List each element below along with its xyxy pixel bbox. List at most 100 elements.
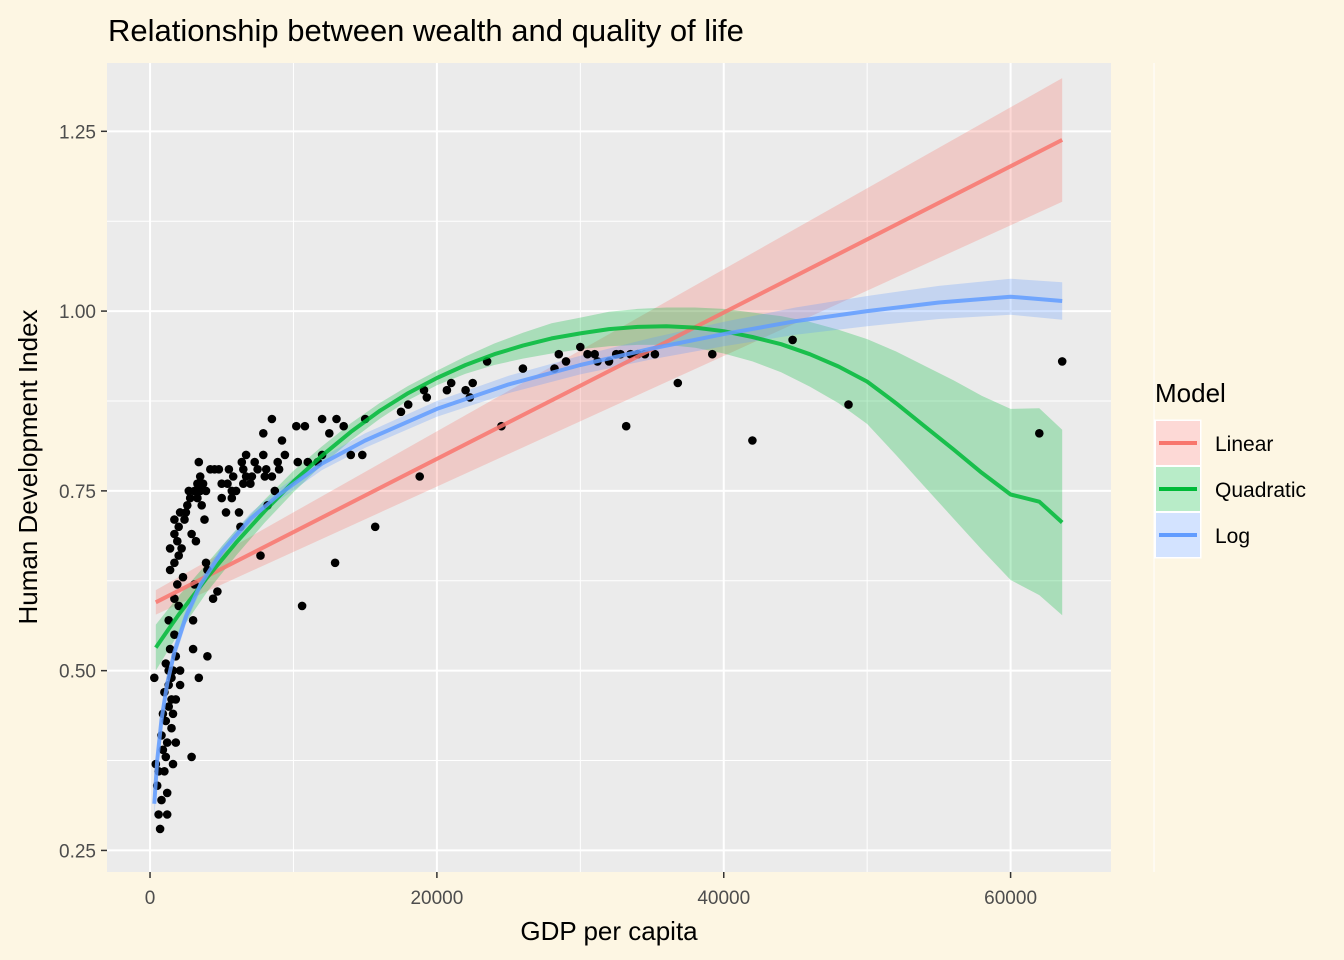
legend-label: Log bbox=[1215, 525, 1250, 548]
data-point bbox=[170, 529, 179, 539]
legend-items: Linear Quadratic Log bbox=[1154, 419, 1306, 559]
data-point bbox=[173, 580, 182, 589]
data-point bbox=[239, 479, 248, 489]
data-point bbox=[300, 421, 310, 431]
data-point bbox=[297, 601, 307, 611]
data-point bbox=[162, 788, 172, 798]
data-point bbox=[168, 759, 178, 769]
data-point bbox=[415, 472, 425, 481]
data-point bbox=[177, 544, 186, 553]
data-point bbox=[198, 479, 208, 489]
data-point bbox=[187, 529, 196, 539]
data-point bbox=[191, 536, 201, 546]
data-point bbox=[273, 457, 283, 467]
data-point bbox=[325, 429, 334, 438]
data-point bbox=[157, 795, 166, 805]
x-tick-label: 60000 bbox=[984, 888, 1037, 909]
data-point bbox=[223, 479, 232, 489]
data-point bbox=[168, 709, 178, 719]
data-point bbox=[188, 644, 198, 654]
data-point bbox=[162, 738, 172, 747]
minor-gridlines bbox=[107, 63, 1155, 872]
data-point bbox=[259, 450, 268, 460]
data-point bbox=[250, 457, 259, 467]
data-point bbox=[170, 558, 179, 568]
data-point bbox=[164, 702, 173, 711]
data-point bbox=[155, 824, 165, 834]
data-point bbox=[259, 429, 268, 438]
x-axis-title: GDP per capita bbox=[520, 916, 698, 946]
data-point bbox=[234, 508, 244, 517]
data-point bbox=[673, 378, 683, 388]
data-point bbox=[267, 472, 277, 481]
data-point bbox=[227, 493, 237, 503]
data-point bbox=[194, 673, 204, 683]
data-point bbox=[197, 501, 206, 510]
data-point bbox=[154, 810, 163, 819]
ribbon-linear bbox=[155, 78, 1063, 615]
data-point bbox=[1035, 429, 1044, 438]
data-point bbox=[253, 465, 262, 474]
data-point bbox=[561, 357, 571, 366]
data-point bbox=[274, 465, 284, 474]
data-point bbox=[188, 616, 198, 625]
model-lines bbox=[152, 138, 1064, 804]
data-point bbox=[183, 501, 192, 510]
legend-title: Model bbox=[1155, 378, 1226, 408]
major-gridlines bbox=[107, 63, 1111, 872]
y-tick-label: 0.25 bbox=[59, 841, 96, 862]
x-tick-label: 0 bbox=[145, 888, 156, 909]
y-tick-label: 1.25 bbox=[59, 122, 96, 143]
data-point bbox=[246, 479, 255, 489]
line-log bbox=[152, 294, 1063, 804]
data-point bbox=[162, 810, 172, 819]
data-point bbox=[187, 752, 196, 762]
data-point bbox=[403, 400, 413, 409]
data-point bbox=[174, 522, 183, 532]
data-point bbox=[171, 695, 181, 704]
data-point bbox=[161, 752, 171, 762]
data-point bbox=[396, 407, 406, 417]
data-point bbox=[1057, 357, 1067, 366]
data-point bbox=[200, 515, 209, 524]
data-point bbox=[468, 378, 478, 388]
data-point bbox=[165, 565, 175, 575]
data-point bbox=[150, 673, 159, 683]
data-point bbox=[160, 767, 169, 776]
data-point bbox=[442, 385, 452, 395]
data-point bbox=[228, 472, 238, 481]
data-point bbox=[844, 400, 853, 409]
data-point bbox=[173, 536, 182, 546]
data-point bbox=[788, 335, 797, 345]
confidence-ribbons bbox=[154, 78, 1063, 820]
y-tick-label: 0.50 bbox=[59, 662, 96, 683]
data-point bbox=[221, 508, 231, 517]
data-point bbox=[708, 349, 717, 359]
data-point bbox=[237, 457, 247, 467]
x-axis-ticks: 0 20000 40000 60000 bbox=[145, 872, 1037, 909]
data-point bbox=[170, 515, 179, 524]
data-point bbox=[174, 551, 183, 560]
data-point bbox=[518, 364, 528, 373]
x-tick-label: 20000 bbox=[410, 888, 463, 909]
data-point bbox=[201, 558, 211, 568]
data-point bbox=[576, 342, 585, 352]
data-point bbox=[214, 465, 224, 474]
data-point bbox=[178, 572, 188, 582]
data-point bbox=[590, 349, 599, 359]
data-point bbox=[358, 450, 367, 460]
data-point bbox=[203, 652, 212, 661]
data-point bbox=[748, 436, 757, 445]
line-quadratic bbox=[154, 324, 1064, 649]
data-point bbox=[339, 421, 349, 431]
data-point bbox=[201, 486, 211, 496]
data-point bbox=[193, 493, 202, 503]
data-point bbox=[180, 515, 189, 524]
data-point bbox=[256, 551, 265, 560]
data-point bbox=[583, 349, 592, 359]
data-point bbox=[170, 594, 179, 603]
data-point bbox=[171, 738, 181, 747]
data-point bbox=[224, 465, 234, 474]
data-point bbox=[185, 493, 195, 503]
